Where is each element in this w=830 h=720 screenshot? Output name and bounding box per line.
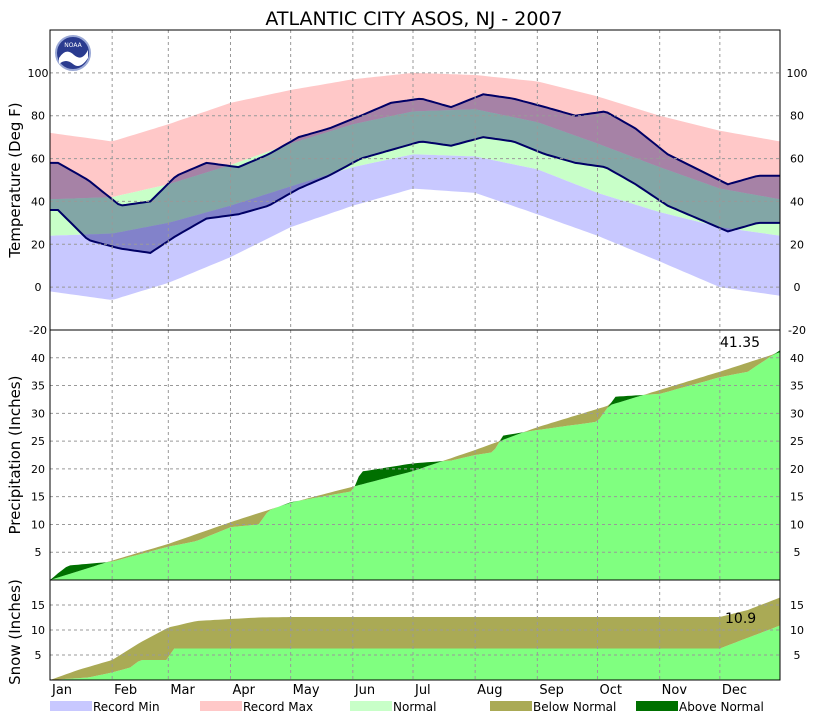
precipitation-tick-right: 5 [794, 546, 801, 559]
precipitation-fills [50, 350, 780, 580]
precipitation-below-normal-fill [50, 350, 780, 580]
legend-swatch-normal [350, 701, 392, 711]
precipitation-tick-left: 5 [35, 546, 42, 559]
temperature-tick-right: 0 [794, 281, 801, 294]
precipitation-tick-right: 30 [790, 407, 804, 420]
month-label-jul: Jul [414, 683, 431, 698]
temperature-tick-left: 100 [28, 67, 49, 80]
legend-swatch-below-normal [490, 701, 532, 711]
precipitation-tick-left: 30 [31, 407, 45, 420]
temperature-tick-left: 80 [31, 110, 45, 123]
precipitation-tick-right: 40 [790, 352, 804, 365]
precipitation-tick-right: 25 [790, 435, 804, 448]
normal-band [50, 109, 780, 236]
legend-swatch-above-normal [636, 701, 678, 711]
month-label-feb: Feb [114, 683, 137, 698]
month-label-oct: Oct [600, 683, 622, 698]
precipitation-tick-right: 15 [790, 491, 804, 504]
precipitation-tick-left: 35 [31, 380, 45, 393]
month-labels: Jan Feb Mar Apr May Jun Jul Aug Sep Oct Nov Dec [51, 683, 747, 698]
legend: Record Min Record Max Normal Below Normal Ab… [50, 700, 764, 714]
temperature-tick-left: -20 [29, 324, 47, 337]
temperature-tick-right: 80 [790, 110, 804, 123]
temperature-tick-right: 60 [790, 153, 804, 166]
precipitation-panel: 5 5 10 10 15 15 20 20 25 25 30 30 35 35 40 40 Precipita… [6, 329, 804, 581]
month-label-apr: Apr [232, 683, 255, 698]
observed-high-line [50, 93, 780, 207]
precipitation-tick-right: 20 [790, 463, 804, 476]
snow-tick-left: 15 [31, 599, 45, 612]
snow-total: 10.9 [725, 611, 756, 627]
temperature-tick-left: 0 [35, 281, 42, 294]
month-label-aug: Aug [477, 683, 502, 698]
snow-tick-left: 5 [35, 649, 42, 662]
snow-tick-left: 10 [31, 624, 45, 637]
precipitation-tick-left: 25 [31, 435, 45, 448]
precipitation-tick-left: 10 [31, 518, 45, 531]
precipitation-tick-left: 40 [31, 352, 45, 365]
month-label-may: May [293, 683, 320, 698]
temperature-tick-right: -20 [788, 324, 806, 337]
temperature-tick-right: 20 [790, 238, 804, 251]
record-min-band [50, 154, 780, 300]
legend-label-below-normal: Below Normal [533, 700, 616, 714]
snow-panel: 5 5 10 10 15 15 Snow (Inches) 10.9 [6, 579, 804, 685]
temperature-tick-left: 20 [31, 238, 45, 251]
chart-title: ATLANTIC CITY ASOS, NJ - 2007 [265, 8, 562, 30]
month-label-mar: Mar [170, 683, 195, 698]
temperature-tick-right: 40 [790, 195, 804, 208]
snow-grid [50, 580, 780, 680]
precipitation-tick-right: 35 [790, 380, 804, 393]
snow-ylabel: Snow (Inches) [6, 579, 24, 685]
legend-swatch-record-min [50, 701, 92, 711]
observed-low-line [50, 136, 780, 254]
precipitation-grid [50, 330, 780, 580]
precipitation-total: 41.35 [720, 335, 760, 351]
temperature-tick-left: 60 [31, 153, 45, 166]
temperature-panel: -20 -20 0 0 20 20 40 40 60 60 80 80 100 100 Temperatu… [6, 29, 808, 337]
temperature-ylabel: Temperature (Deg F) [6, 102, 24, 258]
precipitation-ticks: 5 5 10 10 15 15 20 20 25 25 30 30 35 35 40 40 [31, 352, 804, 559]
precipitation-tick-left: 15 [31, 491, 45, 504]
snow-fills [50, 597, 780, 680]
snow-frame [49, 579, 781, 681]
snow-ticks: 5 5 10 10 15 15 [31, 599, 804, 662]
noaa-logo-text: NOAA [64, 42, 82, 49]
temperature-grid [50, 30, 780, 330]
month-label-dec: Dec [722, 683, 747, 698]
precipitation-tick-left: 20 [31, 463, 45, 476]
month-label-sep: Sep [539, 683, 564, 698]
temperature-tick-left: 40 [31, 195, 45, 208]
snow-tick-right: 10 [790, 624, 804, 637]
month-label-jan: Jan [51, 683, 72, 698]
temperature-ticks: -20 -20 0 0 20 20 40 40 60 60 80 80 100 100 [28, 67, 808, 337]
noaa-logo: NOAA [55, 35, 91, 71]
month-label-jun: Jun [354, 683, 375, 698]
legend-label-record-max: Record Max [243, 700, 313, 714]
month-label-nov: Nov [662, 683, 688, 698]
precipitation-above-normal-fill [50, 350, 780, 580]
legend-label-normal: Normal [393, 700, 436, 714]
legend-label-record-min: Record Min [93, 700, 160, 714]
legend-swatch-record-max [200, 701, 242, 711]
noaa-logo-bird [59, 50, 88, 66]
legend-label-above-normal: Above Normal [679, 700, 764, 714]
temperature-tick-right: 100 [787, 67, 808, 80]
snow-tick-right: 15 [790, 599, 804, 612]
precipitation-ylabel: Precipitation (Inches) [6, 376, 24, 535]
snow-tick-right: 5 [794, 649, 801, 662]
precipitation-tick-right: 10 [790, 518, 804, 531]
